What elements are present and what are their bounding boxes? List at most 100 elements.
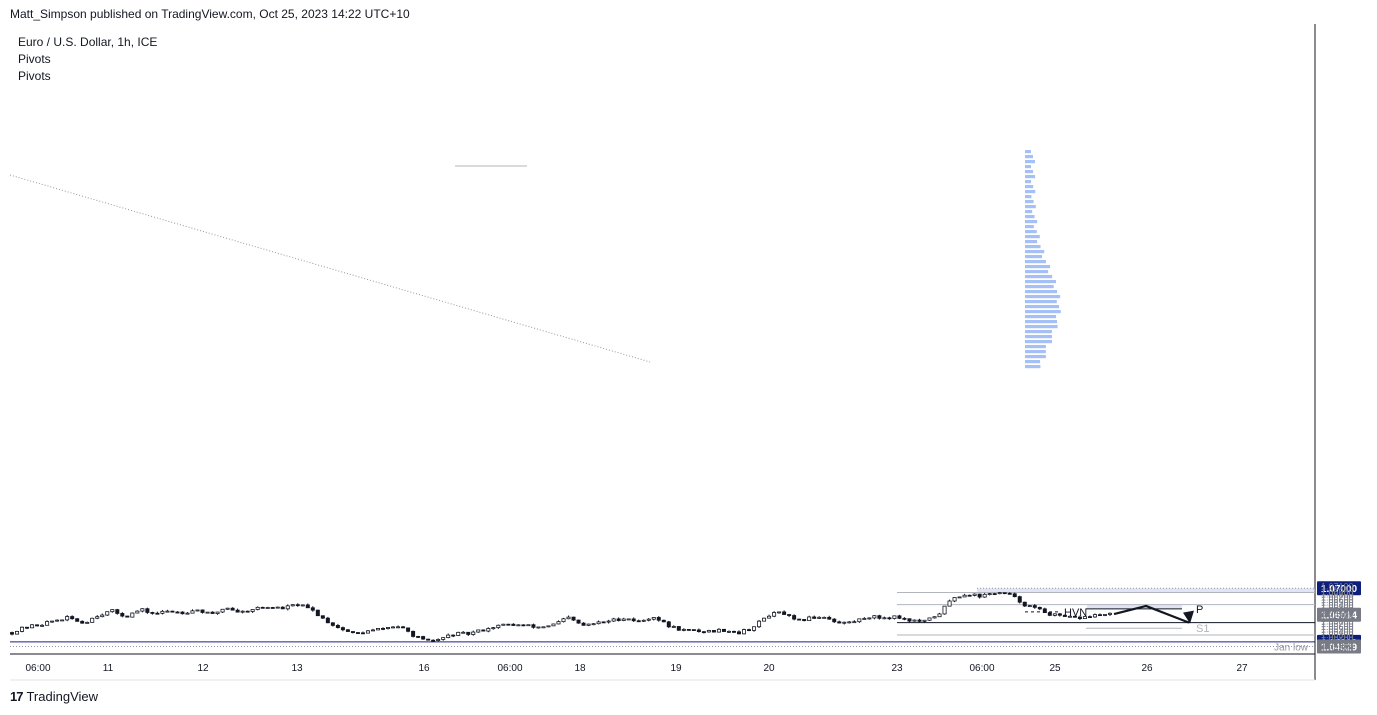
candle-body: [721, 628, 726, 632]
x-tick-label: 26: [1141, 663, 1153, 674]
candle-body: [305, 604, 310, 609]
volume-profile-bar: [1025, 295, 1061, 299]
volume-profile-bar: [1025, 290, 1058, 294]
x-tick-label: 11: [103, 663, 114, 674]
candle-body: [847, 621, 852, 624]
candle-body: [1057, 613, 1062, 616]
candle-body: [686, 629, 691, 631]
candle-body: [325, 617, 330, 624]
candle-body: [441, 637, 446, 640]
candle-body: [907, 618, 912, 622]
candle-body: [736, 631, 741, 635]
volume-profile-bar: [1025, 245, 1041, 249]
indicator-pivots-2[interactable]: Pivots: [18, 69, 51, 83]
candle-body: [431, 639, 436, 642]
candle-body: [947, 600, 952, 607]
candle-body: [1047, 612, 1052, 616]
candle-body: [90, 617, 95, 623]
candle-body: [185, 612, 190, 615]
y-tick-label: 1.06600: [1321, 595, 1354, 605]
candle-body: [526, 624, 531, 627]
candle-body: [862, 618, 867, 620]
candle-body: [917, 619, 922, 622]
candle-body: [571, 616, 576, 621]
volume-profile-bar: [1025, 365, 1041, 369]
candle-body: [411, 630, 416, 637]
y-tick-label: 1.05100: [1321, 635, 1354, 645]
candle-body: [837, 621, 842, 624]
candle-body: [812, 616, 817, 619]
candle-body: [85, 621, 90, 624]
candle-body: [426, 638, 431, 641]
candle-body: [150, 612, 155, 614]
candle-body: [1092, 614, 1097, 618]
candle-body: [436, 639, 441, 641]
candle-body: [320, 615, 325, 619]
candle-body: [1052, 613, 1057, 616]
candle-body: [807, 616, 812, 622]
candle-body: [160, 610, 165, 614]
volume-profile-bar: [1025, 265, 1051, 269]
candle-body: [60, 619, 65, 622]
candle-body: [446, 634, 451, 638]
candle-body: [370, 629, 375, 632]
candle-body: [777, 611, 782, 614]
candle-body: [195, 609, 200, 612]
candle-body: [100, 614, 105, 618]
candle-body: [95, 616, 100, 619]
candle-body: [992, 593, 997, 596]
candle-body: [967, 594, 972, 597]
candle-body: [787, 614, 792, 616]
volume-profile-bar: [1025, 345, 1046, 349]
candle-body: [355, 632, 360, 634]
y-tick-label: 1.05200: [1321, 633, 1354, 643]
candle-body: [997, 592, 1002, 595]
candle-body: [335, 625, 340, 629]
candle-body: [481, 629, 486, 632]
candle-body: [912, 619, 917, 622]
candle-body: [576, 619, 581, 624]
level-badge-1: [1317, 581, 1361, 596]
indicator-pivots-1[interactable]: Pivots: [18, 52, 51, 66]
candle-body: [340, 627, 345, 631]
volume-profile-bar: [1025, 270, 1049, 274]
y-tick-label: 1.05600: [1321, 622, 1354, 632]
candle-body: [1002, 592, 1007, 595]
candle-body: [762, 617, 767, 622]
candle-body: [476, 629, 481, 633]
candle-body: [290, 604, 295, 607]
tradingview-logo[interactable]: 17 TradingView: [10, 689, 98, 704]
symbol-title[interactable]: Euro / U.S. Dollar, 1h, ICE: [18, 35, 158, 49]
tradingview-brand: TradingView: [26, 689, 99, 704]
candle-body: [330, 622, 335, 626]
candle-body: [877, 615, 882, 619]
volume-profile-bar: [1025, 330, 1052, 334]
candle-body: [731, 630, 736, 633]
volume-profile-bar: [1025, 305, 1059, 309]
candle-body: [511, 623, 516, 626]
candle-body: [210, 611, 215, 614]
candle-body: [626, 618, 631, 621]
candle-body: [541, 626, 546, 629]
candle-body: [636, 620, 641, 623]
candle-body: [135, 610, 140, 614]
candle-body: [676, 626, 681, 631]
volume-profile-bar: [1025, 170, 1034, 174]
candle-body: [827, 616, 832, 620]
candle-body: [621, 618, 626, 621]
candle-body: [360, 632, 365, 635]
candle-body: [1017, 596, 1022, 603]
candle-body: [1037, 606, 1042, 610]
supply-zone-2: [1087, 604, 1182, 609]
candle-body: [310, 607, 315, 611]
candle-body: [30, 624, 35, 629]
candle-body: [80, 620, 85, 624]
candle-body: [20, 626, 25, 632]
volume-profile-bar: [1025, 350, 1046, 354]
candle-body: [536, 626, 541, 629]
candle-body: [857, 618, 862, 623]
candle-body: [70, 616, 75, 620]
volume-profile-bar: [1025, 355, 1046, 359]
x-tick-label: 16: [418, 663, 430, 674]
